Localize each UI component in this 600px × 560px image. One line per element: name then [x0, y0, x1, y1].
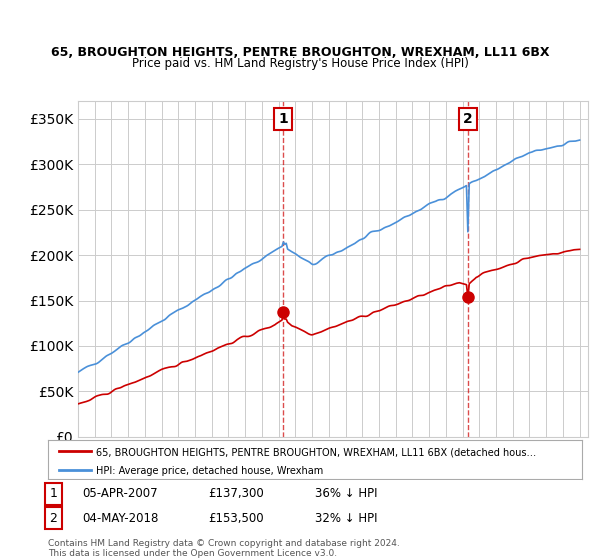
- Text: 2: 2: [49, 512, 57, 525]
- Text: 1: 1: [49, 487, 57, 500]
- Text: Price paid vs. HM Land Registry's House Price Index (HPI): Price paid vs. HM Land Registry's House …: [131, 57, 469, 70]
- Text: £153,500: £153,500: [208, 512, 264, 525]
- Text: 65, BROUGHTON HEIGHTS, PENTRE BROUGHTON, WREXHAM, LL11 6BX (detached hous…: 65, BROUGHTON HEIGHTS, PENTRE BROUGHTON,…: [96, 447, 536, 457]
- Text: Contains HM Land Registry data © Crown copyright and database right 2024.
This d: Contains HM Land Registry data © Crown c…: [48, 539, 400, 558]
- Text: HPI: Average price, detached house, Wrexham: HPI: Average price, detached house, Wrex…: [96, 466, 323, 476]
- Text: 1: 1: [278, 112, 288, 126]
- Text: 65, BROUGHTON HEIGHTS, PENTRE BROUGHTON, WREXHAM, LL11 6BX: 65, BROUGHTON HEIGHTS, PENTRE BROUGHTON,…: [51, 46, 549, 59]
- Text: 2: 2: [463, 112, 473, 126]
- Text: 36% ↓ HPI: 36% ↓ HPI: [315, 487, 377, 500]
- Text: 05-APR-2007: 05-APR-2007: [83, 487, 158, 500]
- Text: 32% ↓ HPI: 32% ↓ HPI: [315, 512, 377, 525]
- Text: £137,300: £137,300: [208, 487, 264, 500]
- Text: 04-MAY-2018: 04-MAY-2018: [83, 512, 159, 525]
